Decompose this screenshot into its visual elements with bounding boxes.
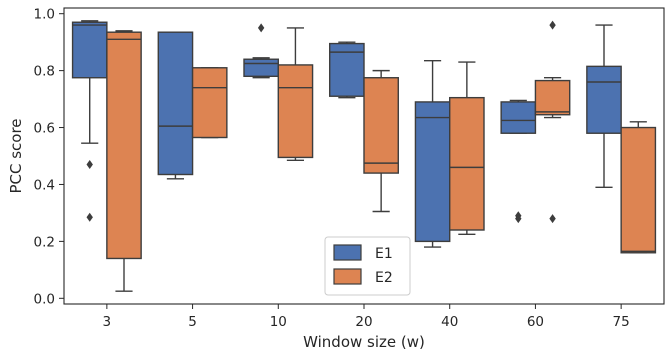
- outlier-point: [515, 214, 522, 224]
- box-E1-5: [157, 31, 194, 180]
- box-E2-5: [191, 67, 228, 139]
- box-iqr: [449, 96, 485, 231]
- x-tick-label: 5: [188, 314, 197, 330]
- x-tick-label: 60: [527, 314, 544, 330]
- box-iqr: [277, 64, 314, 159]
- box-E1-20: [329, 41, 365, 99]
- outlier-point: [549, 20, 556, 30]
- legend-swatch-E1: [333, 244, 362, 261]
- box-iqr: [71, 21, 108, 79]
- box-E1-40: [414, 59, 451, 248]
- legend-swatch-E2: [333, 268, 362, 285]
- legend: E1 E2: [324, 236, 411, 296]
- box-E1-75: [586, 24, 622, 189]
- box-iqr: [243, 58, 279, 78]
- box-iqr: [500, 101, 537, 134]
- box-iqr: [620, 126, 657, 254]
- box-E2-10: [277, 27, 314, 161]
- x-tick-label: 20: [355, 314, 372, 330]
- box-iqr: [363, 77, 399, 174]
- legend-label-E2: E2: [375, 270, 393, 286]
- legend-label-E1: E1: [375, 246, 393, 262]
- outlier-point: [257, 23, 265, 33]
- y-tick-label: 0.4: [34, 177, 55, 193]
- x-tick-label: 3: [103, 314, 112, 330]
- box-E2-75: [620, 121, 657, 254]
- x-tick-label: 40: [441, 314, 458, 330]
- x-axis-label: Window size (w): [303, 333, 425, 351]
- y-tick-label: 1.0: [34, 7, 55, 23]
- box-iqr: [534, 79, 571, 116]
- box-E2-3: [106, 30, 142, 292]
- y-tick-label: 0.2: [34, 234, 55, 250]
- box-E1-10: [243, 23, 279, 79]
- y-axis-label: PCC score: [7, 118, 25, 193]
- box-E2-40: [449, 61, 485, 235]
- box-iqr: [106, 31, 142, 260]
- y-tick-label: 0.6: [34, 121, 55, 137]
- box-iqr: [414, 101, 451, 243]
- box-iqr: [157, 31, 194, 176]
- box-E1-60: [500, 99, 537, 224]
- box-iqr: [586, 65, 622, 134]
- box-iqr: [191, 67, 228, 139]
- outlier-point: [86, 212, 93, 222]
- y-tick-label: 0.8: [34, 64, 55, 80]
- y-axis: 0.0 0.2 0.4 0.6 0.8 1.0: [34, 7, 64, 307]
- box-groups: [71, 20, 657, 292]
- y-tick-label: 0.0: [34, 291, 55, 307]
- box-E1-3: [71, 20, 108, 222]
- outlier-point: [549, 214, 556, 224]
- x-tick-label: 75: [613, 314, 630, 330]
- outlier-point: [86, 160, 93, 170]
- box-E2-60: [534, 20, 571, 224]
- x-axis: 3 5 10 20 40 60 75: [103, 304, 630, 330]
- box-E2-20: [363, 69, 399, 213]
- x-tick-label: 10: [270, 314, 287, 330]
